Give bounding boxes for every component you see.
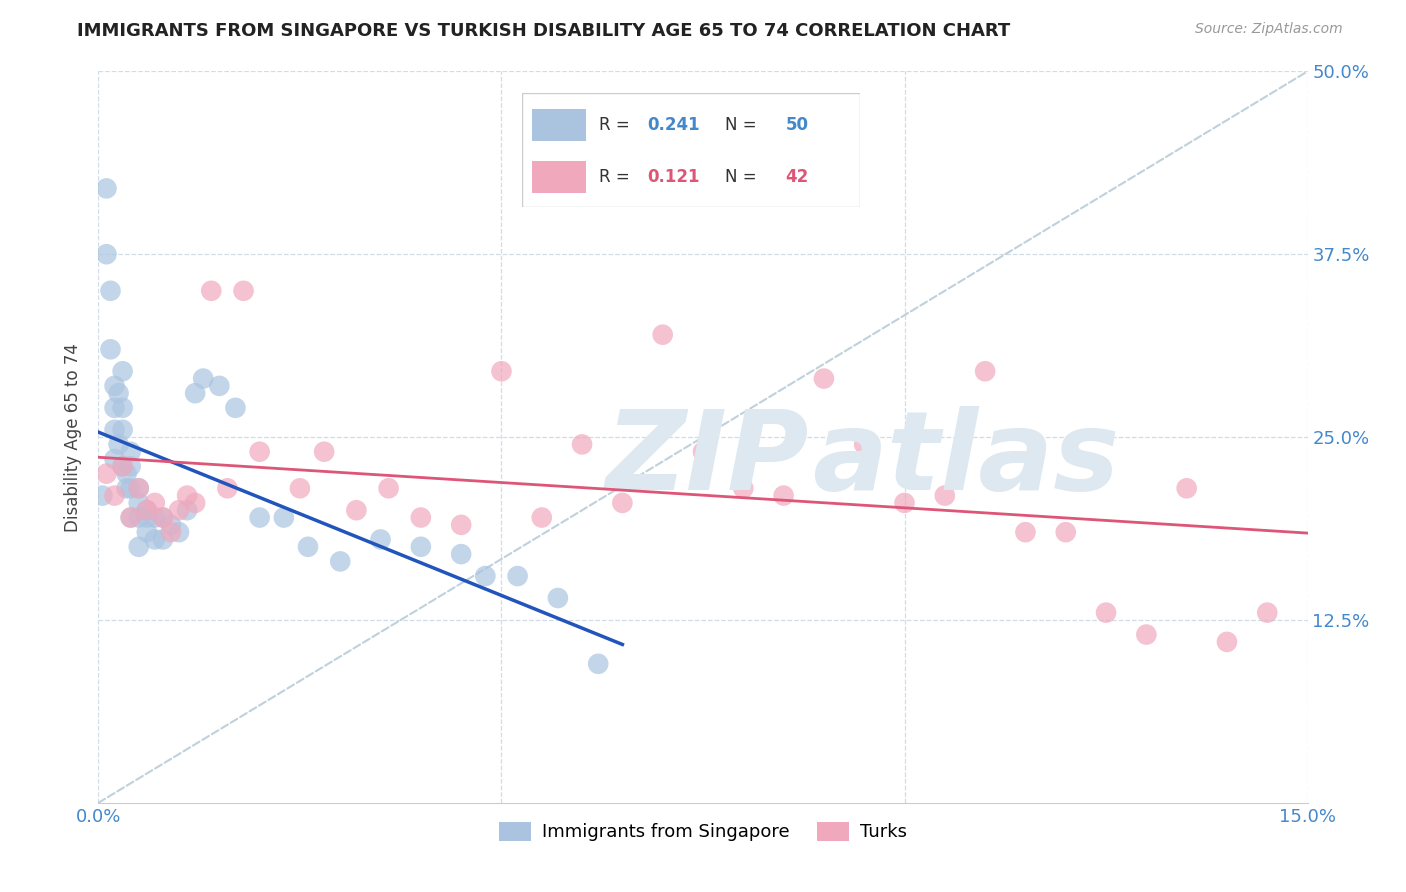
Point	[120, 510, 142, 524]
Point	[249, 510, 271, 524]
Point	[135, 510, 157, 524]
Point	[100, 284, 122, 298]
Point	[128, 496, 150, 510]
Point	[1095, 606, 1118, 620]
Point	[135, 503, 157, 517]
Point	[344, 503, 367, 517]
Point	[103, 452, 125, 467]
Point	[329, 554, 352, 568]
Point	[96, 181, 118, 195]
Point	[224, 401, 246, 415]
Point	[1175, 481, 1198, 495]
Point	[249, 444, 271, 458]
Point	[450, 547, 472, 561]
Point	[1256, 606, 1278, 620]
Point	[135, 503, 157, 517]
Point	[135, 525, 157, 540]
Point	[772, 489, 794, 503]
Point	[530, 510, 553, 524]
Point	[111, 459, 134, 474]
Point	[103, 379, 125, 393]
Y-axis label: Disability Age 65 to 74: Disability Age 65 to 74	[65, 343, 83, 532]
Point	[128, 481, 150, 495]
Point	[934, 489, 956, 503]
Legend: Immigrants from Singapore, Turks: Immigrants from Singapore, Turks	[492, 814, 914, 848]
Point	[1216, 635, 1239, 649]
Text: ZIP: ZIP	[606, 406, 810, 513]
Point	[128, 481, 150, 495]
Point	[100, 343, 122, 357]
Point	[893, 496, 915, 510]
Point	[208, 379, 231, 393]
Point	[506, 569, 529, 583]
Point	[167, 525, 190, 540]
Text: Source: ZipAtlas.com: Source: ZipAtlas.com	[1195, 22, 1343, 37]
Point	[217, 481, 239, 495]
Point	[184, 496, 207, 510]
Point	[176, 489, 198, 503]
Point	[96, 247, 118, 261]
Point	[474, 569, 496, 583]
Point	[152, 510, 174, 524]
Point	[120, 481, 142, 495]
Point	[314, 444, 336, 458]
Point	[160, 517, 183, 532]
Point	[120, 444, 142, 458]
Point	[111, 364, 134, 378]
Point	[733, 481, 755, 495]
Point	[143, 533, 166, 547]
Point	[409, 510, 432, 524]
Point	[200, 284, 222, 298]
Point	[152, 510, 174, 524]
Point	[128, 510, 150, 524]
Point	[143, 496, 166, 510]
Point	[152, 533, 174, 547]
Point	[409, 540, 432, 554]
Point	[91, 489, 114, 503]
Point	[96, 467, 118, 481]
Point	[143, 510, 166, 524]
Point	[111, 401, 134, 415]
Point	[813, 371, 835, 385]
Point	[103, 401, 125, 415]
Point	[547, 591, 569, 605]
Point	[111, 459, 134, 474]
Point	[115, 481, 138, 495]
Point	[120, 510, 142, 524]
Point	[288, 481, 311, 495]
Point	[107, 437, 129, 451]
Point	[273, 510, 295, 524]
Point	[370, 533, 392, 547]
Text: IMMIGRANTS FROM SINGAPORE VS TURKISH DISABILITY AGE 65 TO 74 CORRELATION CHART: IMMIGRANTS FROM SINGAPORE VS TURKISH DIS…	[77, 22, 1011, 40]
Point	[176, 503, 198, 517]
Point	[450, 517, 472, 532]
Point	[853, 437, 876, 451]
Point	[128, 540, 150, 554]
Point	[612, 496, 634, 510]
Point	[103, 423, 125, 437]
Point	[115, 467, 138, 481]
Point	[232, 284, 254, 298]
Point	[651, 327, 673, 342]
Point	[1054, 525, 1077, 540]
Point	[1135, 627, 1157, 641]
Point	[491, 364, 513, 378]
Point	[167, 503, 190, 517]
Point	[1014, 525, 1036, 540]
Text: atlas: atlas	[811, 406, 1119, 513]
Point	[184, 386, 207, 401]
Point	[111, 423, 134, 437]
Point	[571, 437, 593, 451]
Point	[297, 540, 319, 554]
Point	[377, 481, 399, 495]
Point	[193, 371, 215, 385]
Point	[120, 459, 142, 474]
Point	[692, 444, 714, 458]
Point	[160, 525, 183, 540]
Point	[103, 489, 125, 503]
Point	[974, 364, 997, 378]
Point	[107, 386, 129, 401]
Point	[586, 657, 609, 671]
